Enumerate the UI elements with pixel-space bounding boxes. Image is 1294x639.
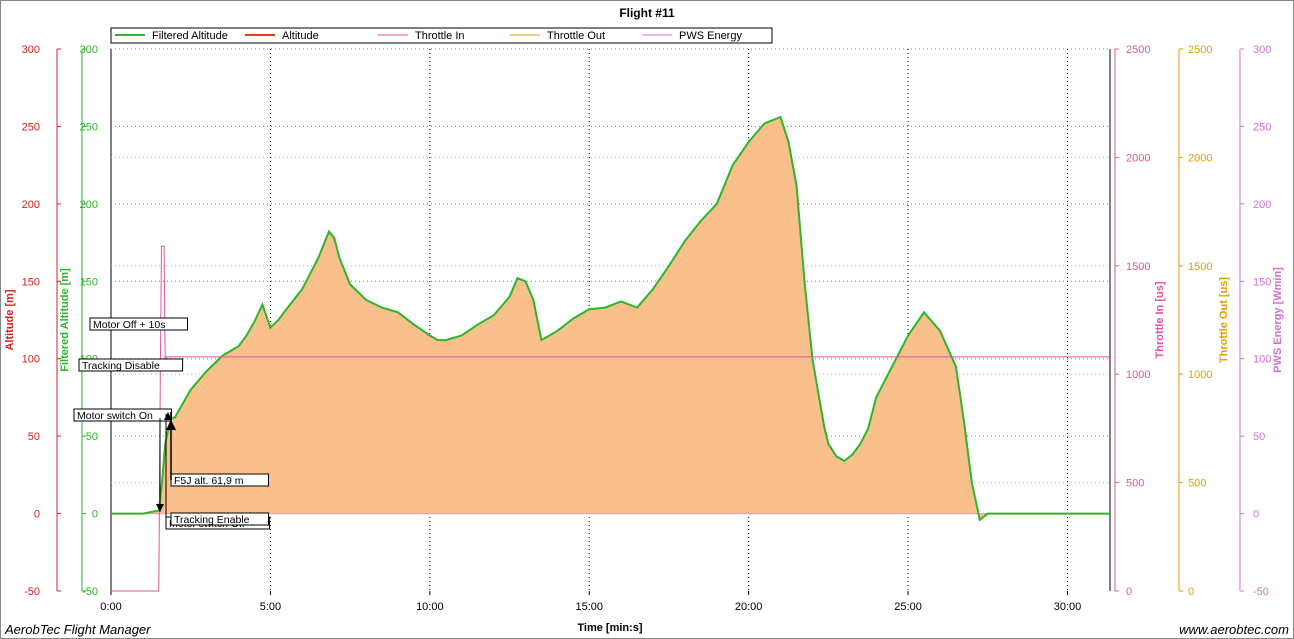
annotation-label: Motor switch On	[77, 410, 153, 422]
legend-label: Throttle Out	[547, 30, 605, 42]
y-axis-title-3: Throttle Out [us]	[1218, 277, 1230, 363]
y-tick-label: 50	[1253, 431, 1265, 443]
x-tick-label: 25:00	[894, 601, 922, 613]
y-tick-label: 0	[1188, 586, 1194, 598]
y-tick-label: 1000	[1188, 369, 1212, 381]
y-tick-label: 500	[1188, 478, 1206, 490]
y-tick-label: 250	[80, 121, 98, 133]
annotation-label: Tracking Disable	[82, 360, 160, 372]
y-tick-label: -50	[1253, 586, 1269, 598]
altitude-area-fill	[111, 117, 1110, 520]
annotation-label: F5J alt. 61,9 m	[174, 475, 244, 487]
y-axis-title-4: PWS Energy [Wmin]	[1272, 267, 1284, 373]
annotation-label: Tracking Enable	[174, 514, 250, 526]
footer-left: AerobTec Flight Manager	[4, 622, 151, 637]
y-tick-label: 1500	[1126, 261, 1150, 273]
legend-box	[110, 27, 773, 44]
x-tick-label: 15:00	[575, 601, 603, 613]
x-tick-label: 10:00	[416, 601, 444, 613]
y-tick-label: 200	[80, 199, 98, 211]
chart-title: Flight #11	[619, 6, 675, 20]
y-axis-title-0: Altitude [m]	[4, 289, 16, 350]
y-tick-label: 2000	[1126, 152, 1150, 164]
y-tick-label: 1500	[1188, 261, 1212, 273]
y-tick-label: -50	[24, 586, 40, 598]
annotation-box	[78, 358, 184, 372]
y-tick-label: 100	[1253, 354, 1271, 366]
annotation-box	[170, 512, 269, 526]
footer-right: www.aerobtec.com	[1179, 622, 1289, 637]
annotation-box	[89, 317, 188, 331]
y-tick-label: 2500	[1188, 44, 1212, 56]
legend-label: Altitude	[282, 30, 319, 42]
y-tick-label: 300	[1253, 44, 1271, 56]
series-line-throttle-in	[111, 245, 1110, 592]
marker-arrow-icon	[164, 412, 172, 420]
series-line-filtered-altitude	[111, 115, 1110, 522]
y-tick-label: 0	[1126, 586, 1132, 598]
y-tick-label: 200	[1253, 199, 1271, 211]
y-tick-label: 2000	[1188, 152, 1212, 164]
y-axis-title-1: Filtered Altitude [m]	[59, 268, 71, 372]
y-tick-label: 50	[28, 431, 40, 443]
y-axis-title-2: Throttle In [us]	[1154, 281, 1166, 358]
legend-label: PWS Energy	[679, 30, 742, 42]
marker-arrow-icon	[166, 420, 176, 430]
x-tick-label: 20:00	[735, 601, 763, 613]
y-tick-label: 200	[22, 199, 40, 211]
y-tick-label: 300	[22, 44, 40, 56]
annotation-label: Motor Off + 10s	[93, 319, 165, 331]
y-tick-label: 250	[1253, 121, 1271, 133]
y-tick-label: 50	[86, 431, 98, 443]
y-tick-label: 150	[22, 276, 40, 288]
legend-label: Throttle In	[415, 30, 465, 42]
y-tick-label: 2500	[1126, 44, 1150, 56]
legend-label: Filtered Altitude	[152, 30, 228, 42]
x-tick-label: 30:00	[1054, 601, 1082, 613]
marker-arrow-icon	[156, 504, 164, 512]
x-tick-label: 5:00	[260, 601, 281, 613]
y-tick-label: 1000	[1126, 369, 1150, 381]
x-axis-label: Time [min:s]	[577, 622, 643, 634]
y-tick-label: 0	[92, 509, 98, 521]
y-tick-label: 250	[22, 121, 40, 133]
y-tick-label: 150	[80, 276, 98, 288]
y-tick-label: 150	[1253, 276, 1271, 288]
y-tick-label: -50	[82, 586, 98, 598]
x-tick-label: 0:00	[100, 601, 121, 613]
y-tick-label: 500	[1126, 478, 1144, 490]
y-tick-label: 0	[34, 509, 40, 521]
y-tick-label: 0	[1253, 509, 1259, 521]
y-tick-label: 300	[80, 44, 98, 56]
y-tick-label: 100	[22, 354, 40, 366]
